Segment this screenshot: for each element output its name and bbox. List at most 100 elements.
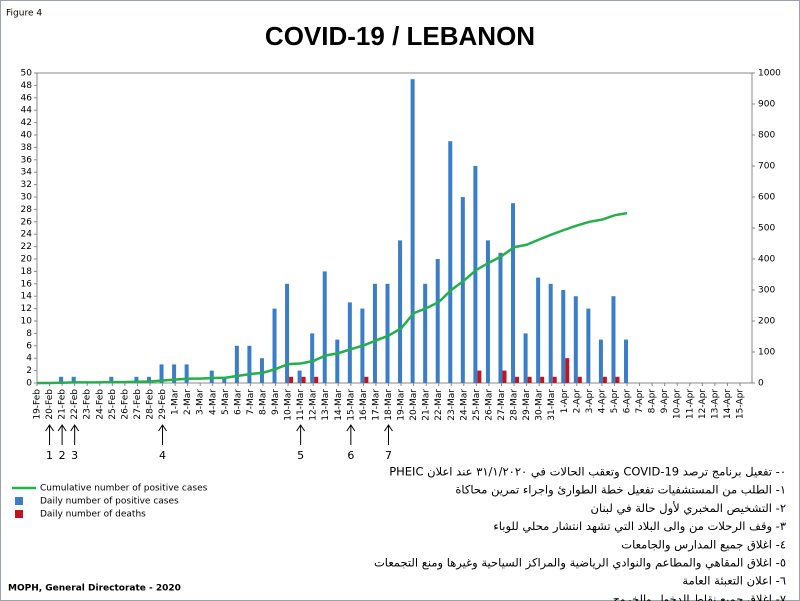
bar: [314, 376, 319, 383]
bar: [159, 364, 164, 383]
event-arrowhead: [384, 424, 393, 432]
bar: [552, 376, 557, 383]
x-tick-label: 3-Mar: [196, 389, 206, 415]
y-tick-label: 22: [21, 242, 32, 252]
bar: [602, 376, 607, 383]
x-tick-label: 17-Mar: [371, 389, 381, 421]
bar: [615, 376, 620, 383]
legend-label: Daily number of deaths: [40, 510, 146, 520]
x-tick-label: 22-Mar: [434, 389, 444, 421]
x-tick-label: 24-Mar: [459, 389, 469, 421]
bar: [398, 240, 403, 383]
bar: [385, 283, 390, 383]
x-tick-label: 10-Mar: [284, 389, 294, 421]
bar: [184, 364, 189, 383]
bar: [234, 345, 239, 383]
bar: [347, 302, 352, 383]
x-tick-label: 4-Mar: [208, 389, 218, 415]
x-tick-label: 29-Feb: [158, 389, 168, 420]
y-tick-label: 30: [21, 193, 33, 203]
event-arrowhead: [70, 424, 80, 432]
y-tick-label: 2: [26, 366, 32, 376]
event-arrowhead: [346, 424, 356, 432]
y-tick-label: 50: [21, 69, 33, 79]
y2-tick-label: 400: [758, 255, 775, 265]
x-tick-label: 19-Mar: [397, 389, 407, 421]
x-tick-label: 16-Mar: [359, 389, 369, 421]
y-tick-label: 10: [21, 317, 33, 327]
bar: [59, 376, 64, 383]
y2-tick-label: 600: [758, 193, 775, 203]
y-tick-label: 6: [26, 341, 32, 351]
bar: [611, 296, 616, 383]
legend-swatch: [15, 510, 23, 518]
bar: [372, 283, 377, 383]
bar: [477, 370, 482, 383]
bar: [301, 376, 306, 383]
event-arrowhead: [45, 424, 54, 432]
y2-tick-label: 200: [758, 317, 775, 327]
x-tick-label: 18-Mar: [384, 389, 394, 421]
bar: [146, 376, 151, 383]
bar: [423, 283, 428, 383]
y-tick-label: 16: [21, 279, 33, 289]
y2-tick-label: 900: [758, 100, 775, 110]
x-tick-label: 9-Mar: [271, 389, 281, 415]
y-tick-label: 48: [21, 81, 33, 91]
x-tick-label: 14-Apr: [723, 389, 733, 419]
y-tick-label: 4: [26, 354, 32, 364]
bar: [515, 376, 520, 383]
bar: [598, 339, 603, 383]
x-tick-label: 14-Mar: [334, 389, 344, 421]
bar: [247, 345, 252, 383]
x-tick-label: 22-Feb: [70, 389, 80, 420]
bar: [502, 370, 507, 383]
bar: [473, 166, 478, 383]
x-tick-label: 10-Apr: [673, 389, 683, 419]
y-tick-label: 38: [21, 143, 33, 153]
y-tick-label: 8: [26, 329, 32, 339]
bar: [209, 370, 214, 383]
y-tick-label: 26: [21, 217, 33, 227]
x-tick-label: 28-Feb: [145, 389, 155, 420]
footer: MOPH, General Directorate - 2020: [8, 584, 181, 594]
y-tick-label: 34: [21, 168, 33, 178]
bar: [297, 370, 302, 383]
x-tick-label: 4-Apr: [597, 389, 607, 414]
bar: [109, 376, 114, 383]
x-tick-label: 27-Mar: [497, 389, 507, 421]
y-tick-label: 42: [21, 118, 32, 128]
bar: [573, 296, 578, 383]
bar: [289, 376, 294, 383]
bar: [134, 376, 139, 383]
legend-swatch: [15, 497, 23, 505]
bar: [322, 271, 327, 383]
bar: [511, 203, 516, 383]
event-label: 7: [385, 449, 392, 462]
note: ٣- وقف الرحلات من والى البلاد التي تشهد …: [493, 519, 786, 534]
legend-label: Cumulative number of positive cases: [40, 484, 208, 494]
x-tick-label: 27-Feb: [133, 389, 143, 420]
bar: [540, 376, 545, 383]
bar: [448, 141, 453, 383]
bar: [272, 308, 277, 383]
bar: [485, 240, 490, 383]
bar: [285, 283, 290, 383]
note: ٢- التشخيص المخبري لأول حالة في لبنان: [591, 501, 787, 516]
event-label: 1: [46, 449, 53, 462]
note: ١- الطلب من المستشفيات تفعيل خطة الطوارئ…: [455, 483, 786, 498]
bar: [624, 339, 629, 383]
x-tick-label: 23-Feb: [83, 389, 93, 420]
bar: [561, 290, 566, 383]
bar: [586, 308, 591, 383]
x-tick-label: 26-Mar: [484, 389, 494, 421]
bar: [435, 259, 440, 383]
note: ٦- اعلان التعبئة العامة: [682, 574, 786, 588]
x-tick-label: 9-Apr: [660, 389, 670, 414]
note: ٤- اغلاق جميع المدارس والجامعات: [621, 537, 786, 552]
x-tick-label: 30-Mar: [535, 389, 545, 421]
y2-tick-label: 1000: [758, 69, 781, 79]
y2-tick-label: 0: [758, 379, 764, 389]
y-tick-label: 36: [21, 155, 33, 165]
